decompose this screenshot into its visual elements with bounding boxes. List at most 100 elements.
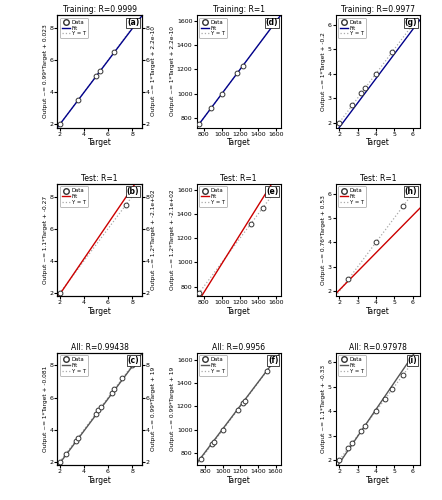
Title: All: R=0.97978: All: R=0.97978 [349,342,407,351]
Y-axis label: Output ~= 1.1*Target + -0.33: Output ~= 1.1*Target + -0.33 [321,364,326,453]
Text: (e): (e) [266,187,278,196]
Point [95,406,102,414]
Point [412,354,419,362]
Point [119,374,126,382]
Legend: Data, Fit, Y = T: Data, Fit, Y = T [338,186,366,207]
Text: (c): (c) [128,356,139,365]
X-axis label: Target: Target [366,307,390,316]
Y-axis label: Output ~= 0.99*Target + 0.023: Output ~= 0.99*Target + 0.023 [43,24,48,118]
X-axis label: Target: Target [88,138,111,147]
Point [62,450,69,458]
X-axis label: Target: Target [366,476,390,484]
Point [218,90,225,98]
Point [349,102,356,110]
Point [72,437,79,445]
Point [381,395,389,403]
Point [56,458,63,466]
Legend: Data, Fit, Y = T: Data, Fit, Y = T [199,355,227,376]
Point [132,188,139,196]
Point [234,406,241,414]
Title: All: R=0.9956: All: R=0.9956 [212,342,265,351]
Point [349,439,356,447]
X-axis label: Target: Target [366,138,390,147]
Y-axis label: Output ~= 0.76*Target + 0.53: Output ~= 0.76*Target + 0.53 [321,195,326,285]
X-axis label: Target: Target [88,476,111,484]
Legend: Data, Fit, Y = T: Data, Fit, Y = T [60,355,88,376]
Y-axis label: Output ~= 1.2*Target + -2.1e+02: Output ~= 1.2*Target + -2.1e+02 [170,190,175,290]
Point [336,456,343,464]
Legend: Data, Fit, Y = T: Data, Fit, Y = T [338,18,366,38]
Point [358,427,365,435]
Point [345,444,352,452]
Point [122,200,130,208]
Point [129,362,136,370]
Point [209,440,216,448]
Y-axis label: Output ~= 1*Target + 2.2e-10: Output ~= 1*Target + 2.2e-10 [170,26,175,116]
Point [248,220,255,228]
Point [110,48,118,56]
Title: Training: R=0.9999: Training: R=0.9999 [63,5,137,14]
Y-axis label: Output ~= 1*Target + 2.2e-10: Output ~= 1*Target + 2.2e-10 [151,26,156,116]
Y-axis label: Output ~= 1.1*Target + -0.27: Output ~= 1.1*Target + -0.27 [43,196,48,284]
Text: (f): (f) [268,356,278,365]
Point [97,403,104,411]
Y-axis label: Output ~= 1*Target + -0.2: Output ~= 1*Target + -0.2 [321,32,326,110]
Point [219,426,226,434]
Point [345,275,352,283]
X-axis label: Target: Target [227,138,251,147]
Point [373,238,380,246]
Point [210,438,217,446]
X-axis label: Target: Target [227,307,251,316]
Point [412,17,419,25]
Point [198,455,205,463]
Point [132,19,139,27]
Text: (i): (i) [408,356,417,365]
Point [389,48,396,56]
X-axis label: Target: Target [227,476,251,484]
Title: Test: R=1: Test: R=1 [81,174,118,183]
Text: (b): (b) [127,187,139,196]
Point [358,90,365,98]
Point [273,17,280,25]
Point [362,84,369,92]
Point [373,407,380,415]
Point [400,370,407,378]
Y-axis label: Output ~= 0.99*Target + 19: Output ~= 0.99*Target + 19 [151,366,156,451]
Title: Training: R=0.9977: Training: R=0.9977 [341,5,415,14]
Legend: Data, Fit, Y = T: Data, Fit, Y = T [199,18,227,38]
Point [56,120,63,128]
Point [400,202,407,210]
Text: (g): (g) [405,18,417,28]
Point [108,388,115,396]
Point [240,399,247,407]
Point [96,67,103,75]
Point [259,204,266,212]
Legend: Data, Fit, Y = T: Data, Fit, Y = T [60,186,88,207]
Point [92,72,99,80]
Point [362,422,369,430]
Point [234,69,241,77]
Legend: Data, Fit, Y = T: Data, Fit, Y = T [199,186,227,207]
Point [132,356,139,364]
Title: Test: R=1: Test: R=1 [221,174,257,183]
Y-axis label: Output ~= 1*Target + -0.081: Output ~= 1*Target + -0.081 [43,366,48,452]
Point [239,62,246,70]
Title: Test: R=1: Test: R=1 [359,174,396,183]
Text: (a): (a) [127,18,139,28]
Point [92,410,99,418]
Y-axis label: Output ~= 1.2*Target + -2.1e+02: Output ~= 1.2*Target + -2.1e+02 [151,190,156,290]
Point [241,396,248,404]
Point [373,70,380,78]
Point [196,288,203,296]
Point [74,96,81,104]
Point [196,120,203,128]
Point [74,434,81,442]
Text: (d): (d) [266,18,278,28]
Point [336,118,343,126]
Point [263,367,271,375]
Point [110,386,118,394]
X-axis label: Target: Target [88,307,111,316]
Title: Training: R=1: Training: R=1 [213,5,265,14]
Legend: Data, Fit, Y = T: Data, Fit, Y = T [60,18,88,38]
Point [389,385,396,393]
